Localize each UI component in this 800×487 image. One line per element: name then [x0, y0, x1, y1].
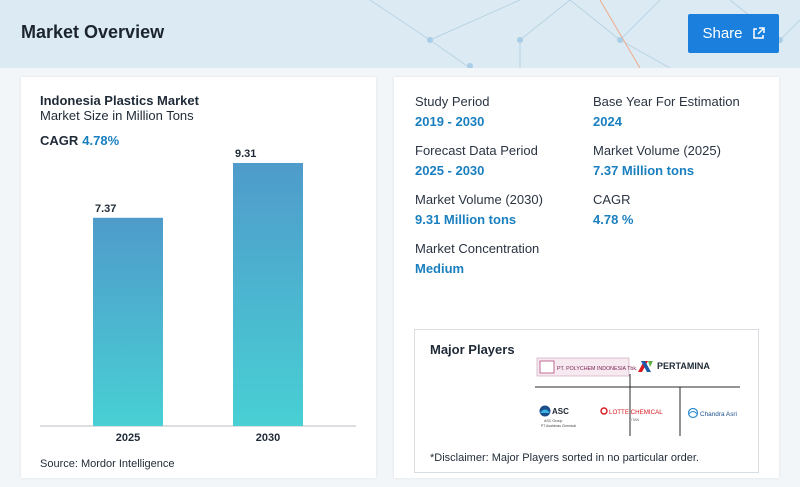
stat-label: Market Volume (2025) [593, 143, 721, 158]
stat-value: Medium [415, 261, 465, 276]
stat-cagr: CAGR 4.78 % [593, 192, 633, 227]
stat-label: Base Year For Estimation [593, 94, 740, 109]
data-label-2025: 7.37 [95, 203, 116, 215]
stat-label: Forecast Data Period [415, 143, 538, 158]
asc-logo-text: ASC [552, 407, 569, 416]
asc-logo-sub2: PT Asahimas Chemical [541, 424, 576, 428]
external-link-icon [752, 27, 765, 39]
polychem-logo: PT. POLYCHEM INDONESIA Tbk. [536, 357, 637, 377]
pertamina-logo-text: PERTAMINA [657, 361, 710, 371]
stat-base-year-for-estimation: Base Year For Estimation 2024 [593, 94, 740, 129]
major-players-box: Major Players PT. POLYCHEM INDONESIA Tbk… [414, 329, 759, 473]
bar-chart: 7.37 2025 9.31 2030 [40, 148, 356, 444]
stat-value: 7.37 Million tons [593, 163, 695, 178]
page-title: Market Overview [21, 22, 165, 42]
market-stats-card: Study Period 2019 - 2030 Base Year For Est… [394, 77, 779, 478]
chart-subtitle: Market Size in Million Tons [40, 108, 194, 123]
asc-logo: ASC ASC Group PT Asahimas Chemical [539, 405, 576, 428]
market-size-chart-card: Indonesia Plastics Market Market Size in… [21, 77, 376, 478]
data-label-2030: 9.31 [235, 148, 256, 160]
share-button-label: Share [702, 25, 743, 42]
chart-cagr-value: 4.78% [82, 133, 120, 148]
stat-value: 2025 - 2030 [415, 163, 485, 178]
stat-label: Study Period [415, 94, 490, 109]
chart-cagr-label: CAGR [40, 133, 79, 148]
share-button[interactable]: Share [688, 14, 779, 53]
network-pattern-decoration [369, 0, 800, 68]
chart-cagr: CAGR 4.78% [40, 133, 119, 148]
stat-market-volume-2025: Market Volume (2025) 7.37 Million tons [593, 143, 721, 178]
polychem-logo-text: PT. POLYCHEM INDONESIA Tbk. [557, 366, 637, 372]
stat-label: CAGR [593, 192, 631, 207]
major-players-logos: PT. POLYCHEM INDONESIA Tbk. PERTAMINA AS… [535, 357, 740, 436]
chart-title: Indonesia Plastics Market [40, 93, 199, 108]
stat-label: Market Concentration [415, 241, 540, 256]
major-players-title: Major Players [430, 342, 515, 357]
stat-label: Market Volume (2030) [415, 192, 543, 207]
bar-2030 [233, 162, 303, 426]
header-banner: Market Overview Share [0, 0, 800, 68]
pertamina-logo: PERTAMINA [638, 361, 710, 372]
chandra-asri-logo-text: Chandra Asri [700, 411, 737, 418]
players-disclaimer: *Disclaimer: Major Players sorted in no … [430, 452, 699, 464]
asc-logo-sub1: ASC Group [544, 419, 562, 423]
x-tick-2030: 2030 [256, 432, 280, 444]
bar-2025 [93, 217, 163, 426]
stat-study-period: Study Period 2019 - 2030 [415, 94, 489, 129]
lotte-logo-text: LOTTE CHEMICAL [609, 409, 663, 416]
stat-value: 2024 [593, 114, 622, 129]
stat-market-concentration: Market Concentration Medium [415, 241, 539, 276]
x-tick-2025: 2025 [116, 432, 140, 444]
chandra-asri-logo: Chandra Asri [687, 407, 737, 419]
stat-forecast-data-period: Forecast Data Period 2025 - 2030 [415, 143, 538, 178]
chart-source: Source: Mordor Intelligence [40, 458, 175, 470]
lotte-logo-sub: TITAN [629, 418, 640, 422]
stat-market-volume-2030: Market Volume (2030) 9.31 Million tons [415, 192, 543, 227]
stat-value: 4.78 % [593, 212, 634, 227]
stat-value: 9.31 Million tons [415, 212, 517, 227]
lotte-chemical-logo: LOTTE CHEMICAL TITAN [600, 407, 663, 422]
stat-value: 2019 - 2030 [415, 114, 485, 129]
